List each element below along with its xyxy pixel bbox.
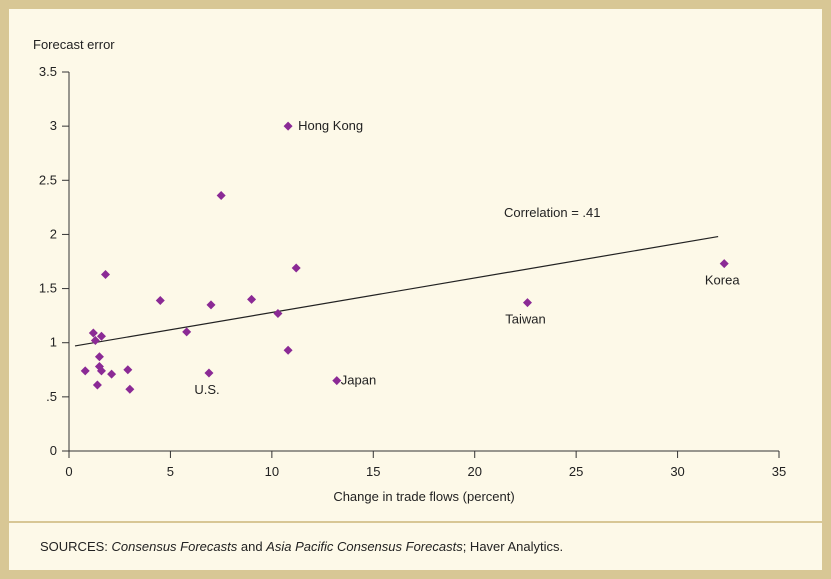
sources-prefix: SOURCES:	[40, 539, 112, 554]
sources-italic-2: Asia Pacific Consensus Forecasts	[266, 539, 463, 554]
chart-panel	[9, 9, 822, 570]
sources-suffix: ; Haver Analytics.	[462, 539, 564, 554]
y-axis-title: Forecast error	[33, 37, 115, 52]
y-tick-label: 3	[50, 118, 57, 133]
x-tick-label: 20	[467, 464, 481, 479]
data-point	[719, 259, 729, 269]
data-point	[204, 368, 214, 378]
data-point	[332, 376, 342, 386]
data-point	[101, 269, 111, 279]
data-point	[522, 298, 532, 308]
y-tick-label: 1.5	[39, 281, 57, 296]
data-point	[273, 308, 283, 318]
trendline-group	[74, 236, 719, 347]
data-point	[155, 295, 165, 305]
point-label: Taiwan	[505, 312, 545, 327]
y-tick-label: .5	[46, 389, 57, 404]
data-point	[216, 190, 226, 200]
x-tick-label: 15	[366, 464, 380, 479]
point-label: Japan	[341, 373, 376, 388]
data-point	[123, 365, 133, 375]
trendline	[74, 236, 719, 347]
y-tick-label: 2.5	[39, 172, 57, 187]
data-point	[291, 263, 301, 273]
data-point	[283, 345, 293, 355]
y-tick-label: 1	[50, 335, 57, 350]
data-point	[96, 366, 106, 376]
x-axis-title: Change in trade flows (percent)	[333, 489, 514, 504]
points-group: Hong Kong U.S. Japan Taiwan Korea	[80, 118, 740, 397]
point-label: U.S.	[194, 382, 219, 397]
data-point	[283, 121, 293, 131]
data-point	[92, 380, 102, 390]
data-point	[182, 327, 192, 337]
source-divider	[9, 521, 822, 523]
data-point	[107, 369, 117, 379]
correlation-annotation: Correlation = .41	[504, 205, 600, 220]
y-tick-label: 2	[50, 226, 57, 241]
point-label: Hong Kong	[298, 118, 363, 133]
x-tick-label: 35	[772, 464, 786, 479]
sources-note: SOURCES: Consensus Forecasts and Asia Pa…	[40, 539, 563, 554]
sources-italic-1: Consensus Forecasts	[111, 539, 238, 554]
x-tick-label: 25	[569, 464, 583, 479]
x-tick-label: 0	[65, 464, 72, 479]
y-tick-label: 0	[50, 443, 57, 458]
y-tick-label: 3.5	[39, 64, 57, 79]
x-tick-label: 5	[167, 464, 174, 479]
data-point	[125, 384, 135, 394]
x-tick-label: 10	[265, 464, 279, 479]
data-point	[88, 328, 98, 338]
data-point	[90, 336, 100, 346]
axes: 0 .5 1 1.5 2 2.5 3 3.5 0 5 10 15 20 25 30 35	[39, 64, 786, 479]
data-point	[247, 294, 257, 304]
point-label: Korea	[705, 273, 740, 288]
data-point	[96, 331, 106, 341]
sources-mid: and	[237, 539, 267, 554]
data-point	[94, 352, 104, 362]
data-point	[80, 366, 90, 376]
data-point	[206, 300, 216, 310]
x-tick-label: 30	[670, 464, 684, 479]
